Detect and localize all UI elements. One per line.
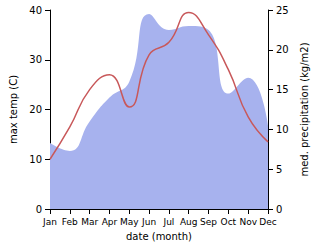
svg-text:May: May (120, 217, 139, 227)
svg-text:10: 10 (276, 124, 289, 135)
svg-text:date (month): date (month) (126, 231, 192, 242)
svg-text:Oct: Oct (221, 217, 237, 227)
svg-text:Aug: Aug (180, 217, 198, 227)
svg-text:25: 25 (276, 5, 289, 16)
svg-text:Apr: Apr (102, 217, 118, 227)
svg-text:med. precipitation (kg/m2): med. precipitation (kg/m2) (299, 42, 310, 176)
svg-text:Sep: Sep (200, 217, 217, 227)
svg-text:0: 0 (36, 204, 42, 215)
svg-text:Jan: Jan (42, 217, 57, 227)
svg-text:Jul: Jul (162, 217, 174, 227)
svg-text:Dec: Dec (259, 217, 276, 227)
svg-text:5: 5 (276, 164, 282, 175)
svg-text:Jun: Jun (141, 217, 156, 227)
svg-text:30: 30 (29, 54, 42, 65)
svg-text:Mar: Mar (81, 217, 98, 227)
svg-text:15: 15 (276, 84, 289, 95)
svg-text:Feb: Feb (62, 217, 78, 227)
svg-text:0: 0 (276, 204, 282, 215)
svg-text:max temp (C): max temp (C) (8, 75, 19, 144)
svg-text:20: 20 (276, 44, 289, 55)
svg-text:20: 20 (29, 104, 42, 115)
svg-text:10: 10 (29, 154, 42, 165)
svg-text:40: 40 (29, 5, 42, 16)
svg-text:Nov: Nov (239, 217, 257, 227)
